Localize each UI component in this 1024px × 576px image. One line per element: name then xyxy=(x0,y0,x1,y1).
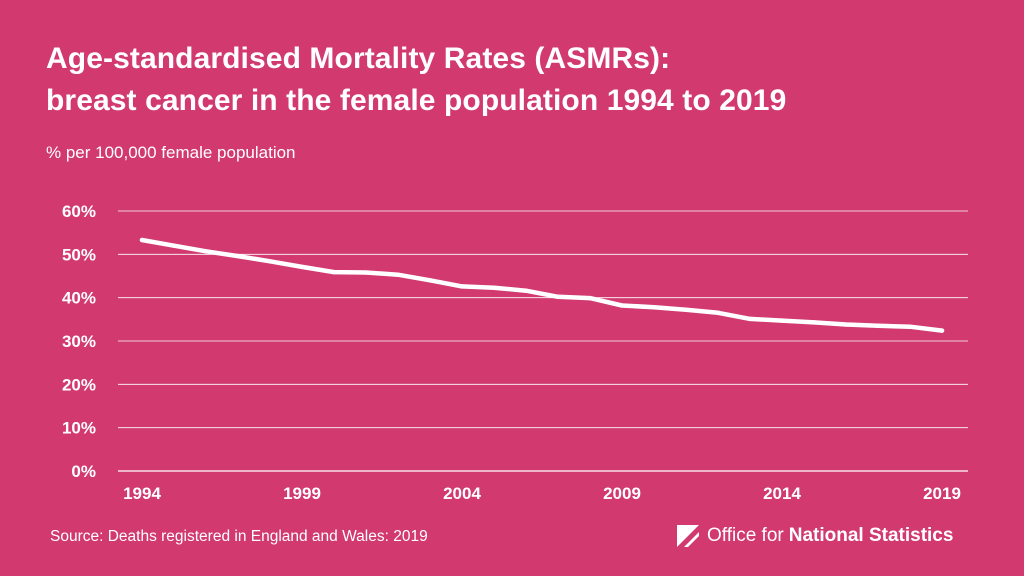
y-tick-label: 30% xyxy=(62,332,96,351)
data-point-2015 xyxy=(811,320,817,325)
y-tick-label: 50% xyxy=(62,245,96,264)
data-point-1999 xyxy=(299,264,305,270)
brand-text-part1: Office for xyxy=(707,525,784,546)
y-tick-label: 0% xyxy=(71,462,96,481)
x-tick-label: 2019 xyxy=(923,484,961,503)
data-point-2006 xyxy=(523,288,529,293)
data-point-2003 xyxy=(427,278,433,283)
y-tick-label: 40% xyxy=(62,289,96,308)
data-point-2010 xyxy=(651,305,657,310)
data-point-2002 xyxy=(395,272,401,277)
data-point-2009 xyxy=(619,303,625,308)
ons-logo-icon xyxy=(677,525,699,547)
data-point-2004 xyxy=(459,284,465,289)
series-line-0 xyxy=(139,237,945,333)
data-point-1995 xyxy=(171,243,177,248)
data-point-2000 xyxy=(331,269,337,275)
data-point-2005 xyxy=(491,285,497,290)
brand-text-part2: National Statistics xyxy=(788,525,954,546)
x-tick-label: 2009 xyxy=(603,484,641,503)
x-tick-label: 1994 xyxy=(123,484,161,503)
data-point-2011 xyxy=(683,307,689,312)
data-point-1997 xyxy=(235,253,241,259)
x-tick-label: 2014 xyxy=(763,484,801,503)
data-point-2019 xyxy=(939,328,945,333)
ons-brand: Office for National Statistics xyxy=(676,522,953,550)
data-point-2013 xyxy=(747,316,753,322)
data-point-1998 xyxy=(267,259,273,264)
data-point-2014 xyxy=(779,318,785,323)
y-axis-tick-labels: 0% 10% 20% 30% 40% 50% 60% xyxy=(62,202,96,481)
y-tick-label: 20% xyxy=(62,375,96,394)
data-point-2008 xyxy=(587,295,593,301)
x-tick-label: 2004 xyxy=(443,484,481,503)
series-layer xyxy=(139,237,945,333)
chart-title: Age-standardised Mortality Rates (ASMRs)… xyxy=(46,38,986,122)
y-tick-label: 10% xyxy=(62,419,96,438)
x-tick-label: 1999 xyxy=(283,484,321,503)
data-point-2016 xyxy=(843,322,849,327)
x-axis-tick-labels: 1994 1999 2004 2009 2014 2019 xyxy=(123,484,961,503)
data-point-2017 xyxy=(875,323,881,329)
data-point-2001 xyxy=(363,270,369,275)
source-note: Source: Deaths registered in England and… xyxy=(50,528,428,545)
data-point-1994 xyxy=(139,237,145,243)
data-point-2018 xyxy=(907,324,913,329)
y-axis-unit-label: % per 100,000 female population xyxy=(46,143,296,162)
chart-title-line2: breast cancer in the female population 1… xyxy=(46,84,787,117)
chart-title-line1: Age-standardised Mortality Rates (ASMRs)… xyxy=(46,42,671,75)
y-tick-label: 60% xyxy=(62,202,96,221)
data-point-2012 xyxy=(715,310,721,316)
data-point-2007 xyxy=(555,294,561,299)
gridlines xyxy=(118,210,968,472)
data-point-1996 xyxy=(203,249,209,254)
